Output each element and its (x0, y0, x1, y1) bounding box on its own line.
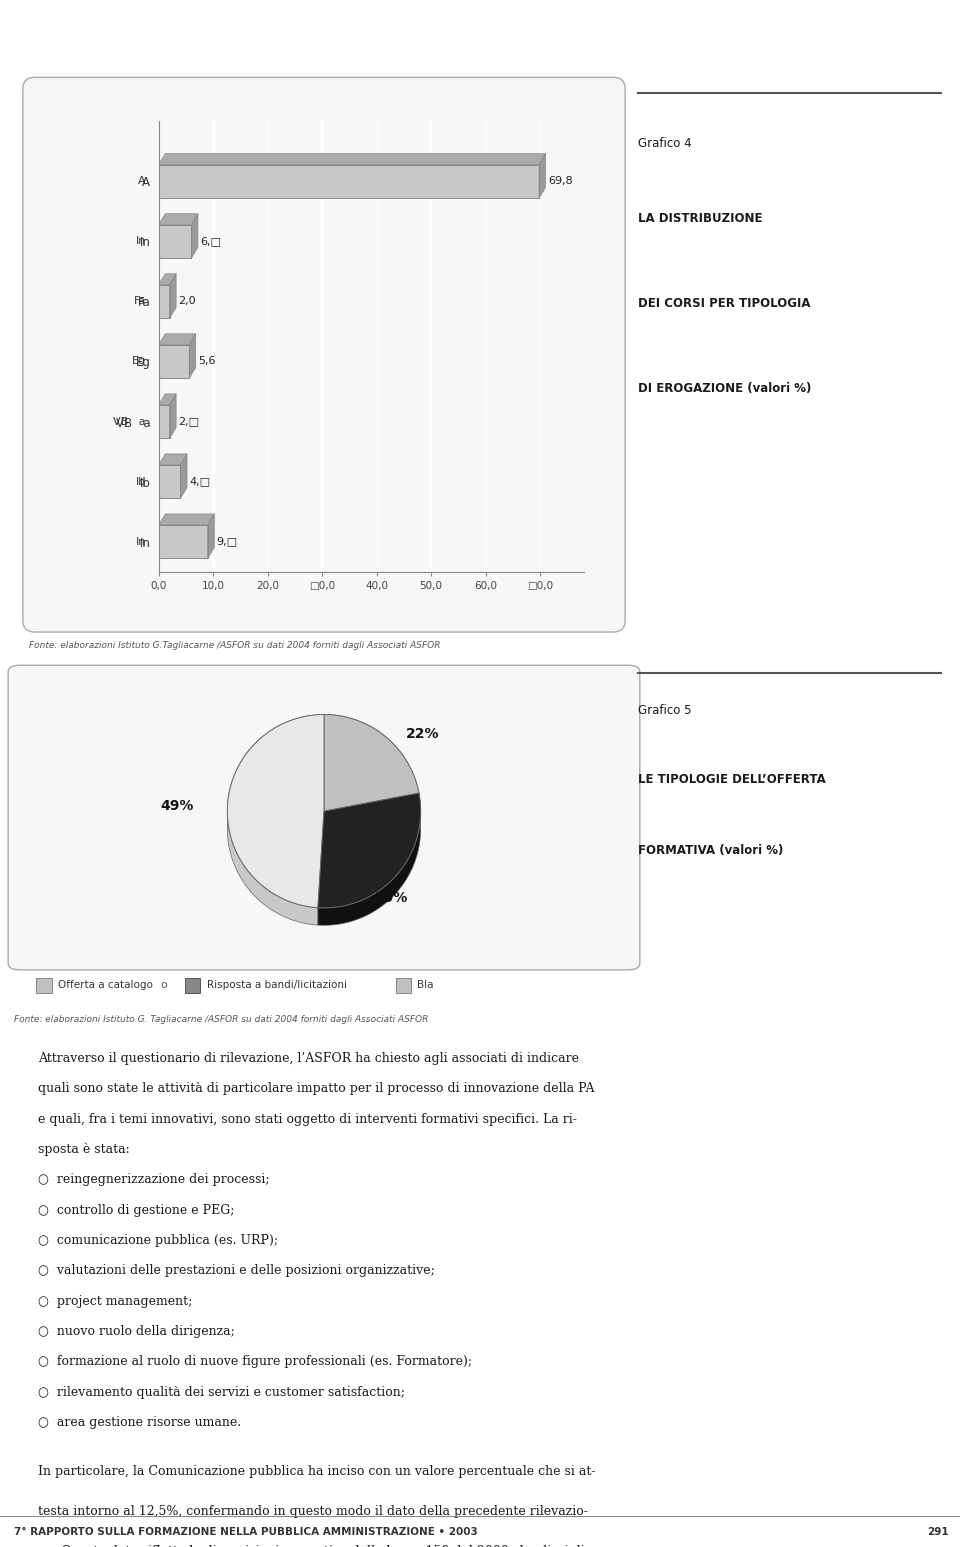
FancyBboxPatch shape (9, 665, 639, 970)
Text: 49%: 49% (160, 800, 194, 814)
Text: ○  comunicazione pubblica (es. URP);: ○ comunicazione pubblica (es. URP); (38, 1235, 278, 1247)
Text: In: In (135, 537, 146, 546)
Polygon shape (170, 394, 176, 438)
Polygon shape (180, 453, 187, 498)
Text: FORMATIVA (valori %): FORMATIVA (valori %) (638, 845, 783, 857)
Polygon shape (228, 715, 324, 925)
Text: DEI CORSI PER TIPOLOGIA: DEI CORSI PER TIPOLOGIA (638, 297, 811, 309)
Bar (396, 978, 411, 993)
Polygon shape (158, 514, 214, 524)
Polygon shape (158, 334, 196, 345)
Polygon shape (158, 274, 176, 285)
Text: 7° RAPPORTO SULLA FORMAZIONE NELLA PUBBLICA AMMINISTRAZIONE • 2003: 7° RAPPORTO SULLA FORMAZIONE NELLA PUBBL… (14, 1527, 478, 1536)
Polygon shape (207, 514, 214, 558)
Bar (36, 978, 52, 993)
Polygon shape (170, 274, 176, 319)
Polygon shape (189, 334, 196, 379)
Text: DI EROGAZIONE (valori %): DI EROGAZIONE (valori %) (638, 382, 812, 396)
Text: Grafico 5: Grafico 5 (638, 704, 692, 718)
Text: Fonte: elaborazioni Istituto G.Tagliacarne /ASFOR su dati 2004 forniti dagli Ass: Fonte: elaborazioni Istituto G.Tagliacar… (29, 640, 441, 650)
Text: 69,8: 69,8 (548, 176, 572, 186)
Text: 4,□: 4,□ (189, 476, 210, 487)
Polygon shape (158, 394, 176, 405)
Text: LE TIPOLOGIE DELL’OFFERTA: LE TIPOLOGIE DELL’OFFERTA (638, 774, 827, 786)
Text: 5,6: 5,6 (198, 356, 215, 367)
Text: sposta è stata:: sposta è stata: (38, 1143, 131, 1157)
Text: LA DISTRIBUZIONE: LA DISTRIBUZIONE (638, 212, 763, 224)
Polygon shape (324, 715, 419, 811)
Text: o: o (160, 981, 167, 990)
Text: ○  nuovo ruolo della dirigenza;: ○ nuovo ruolo della dirigenza; (38, 1326, 235, 1338)
Polygon shape (158, 213, 198, 224)
Text: UN PUNTO DI VISTA DELL’OFFERTA: IL CONTRIBUTO DEI SOCI ASFOR: UN PUNTO DI VISTA DELL’OFFERTA: IL CONTR… (14, 17, 467, 29)
Text: ○  project management;: ○ project management; (38, 1295, 193, 1307)
Text: 2,0: 2,0 (179, 297, 196, 306)
Text: ○  controllo di gestione e PEG;: ○ controllo di gestione e PEG; (38, 1204, 235, 1216)
FancyBboxPatch shape (23, 77, 625, 633)
Polygon shape (324, 715, 419, 811)
Text: 2,□: 2,□ (179, 416, 200, 427)
Text: Grafico 4: Grafico 4 (638, 138, 692, 150)
Text: Fa: Fa (133, 297, 146, 306)
Text: Risposta a bandi/licitazioni: Risposta a bandi/licitazioni (206, 981, 347, 990)
Text: Ib: Ib (135, 476, 146, 487)
Text: 291: 291 (926, 1527, 948, 1536)
Polygon shape (318, 794, 420, 908)
Text: quali sono state le attività di particolare impatto per il processo di innovazio: quali sono state le attività di particol… (38, 1083, 595, 1095)
Text: Offerta a catalogo: Offerta a catalogo (58, 981, 153, 990)
Text: Bla: Bla (418, 981, 434, 990)
Text: ○  formazione al ruolo di nuove figure professionali (es. Formatore);: ○ formazione al ruolo di nuove figure pr… (38, 1355, 472, 1369)
Text: Attraverso il questionario di rilevazione, l’ASFOR ha chiesto agli associati di : Attraverso il questionario di rilevazion… (38, 1052, 580, 1064)
Polygon shape (191, 213, 198, 258)
Text: In particolare, la Comunicazione pubblica ha inciso con un valore percentuale ch: In particolare, la Comunicazione pubblic… (38, 1465, 596, 1477)
Text: Fonte: elaborazioni Istituto G. Tagliacarne /ASFOR su dati 2004 forniti dagli As: Fonte: elaborazioni Istituto G. Tagliaca… (14, 1015, 429, 1024)
Text: ○  rilevamento qualità dei servizi e customer satisfaction;: ○ rilevamento qualità dei servizi e cust… (38, 1386, 405, 1398)
Text: ne. Questo dato riflette le disposizioni normative della legge 150 del 2000 che : ne. Questo dato riflette le disposizioni… (38, 1545, 589, 1547)
Text: 6,□: 6,□ (200, 237, 221, 246)
Text: VB   a: VB a (113, 416, 146, 427)
Bar (185, 978, 201, 993)
Text: testa intorno al 12,5%, confermando in questo modo il dato della precedente rile: testa intorno al 12,5%, confermando in q… (38, 1505, 588, 1518)
Text: ○  valutazioni delle prestazioni e delle posizioni organizzative;: ○ valutazioni delle prestazioni e delle … (38, 1264, 435, 1278)
Polygon shape (228, 715, 324, 908)
Text: 22%: 22% (406, 727, 440, 741)
Polygon shape (318, 794, 420, 925)
Text: A: A (138, 176, 146, 186)
Polygon shape (158, 153, 545, 164)
Text: ○  reingegnerizzazione dei processi;: ○ reingegnerizzazione dei processi; (38, 1173, 270, 1187)
Text: e quali, fra i temi innovativi, sono stati oggetto di interventi formativi speci: e quali, fra i temi innovativi, sono sta… (38, 1112, 577, 1126)
Text: 9,□: 9,□ (216, 537, 237, 546)
Text: ○  area gestione risorse umane.: ○ area gestione risorse umane. (38, 1416, 242, 1429)
Text: 29%: 29% (375, 891, 408, 905)
Polygon shape (158, 453, 187, 464)
Text: Eg: Eg (132, 356, 146, 367)
Text: In: In (135, 237, 146, 246)
Text: PARTE II - CAPITOLO 4: PARTE II - CAPITOLO 4 (800, 17, 946, 29)
Polygon shape (540, 153, 545, 198)
